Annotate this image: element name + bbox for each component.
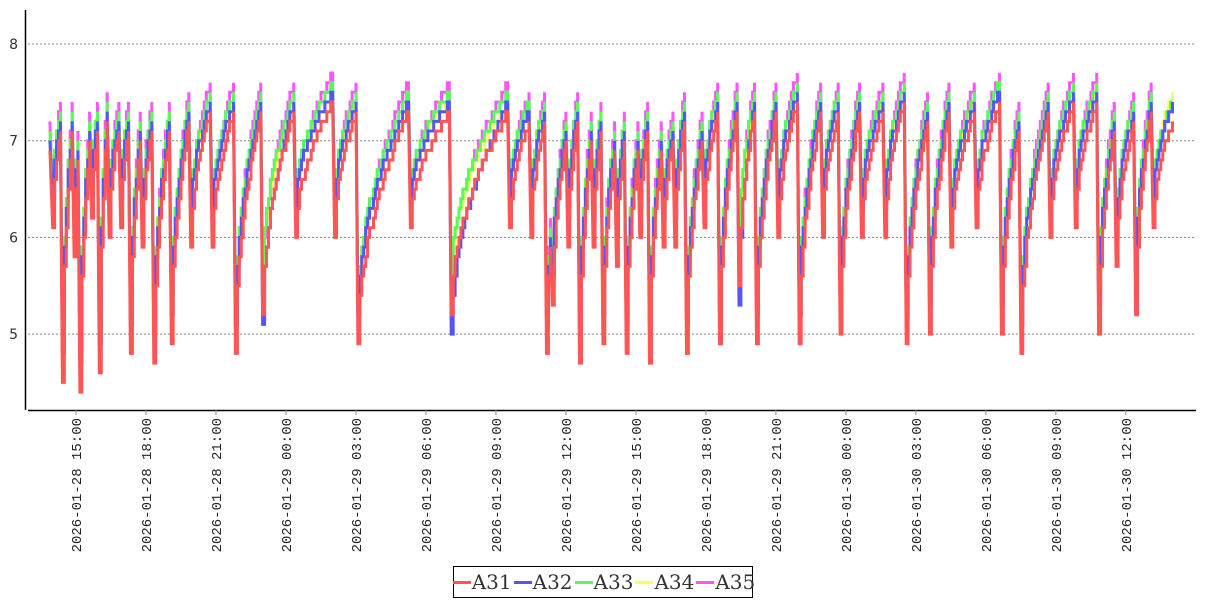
- legend-swatch: [574, 580, 593, 584]
- x-tick-label: 2026-01-30 06:00: [980, 418, 996, 552]
- x-tick-label: 2026-01-30 03:00: [910, 418, 926, 552]
- x-tick-label: 2026-01-28 15:00: [70, 418, 86, 552]
- legend-label: A35: [715, 570, 756, 594]
- legend-item-a33: A33: [573, 570, 634, 594]
- x-tick-label: 2026-01-28 18:00: [140, 418, 156, 552]
- legend-label: A33: [593, 570, 634, 594]
- x-tick-label: 2026-01-29 18:00: [700, 418, 716, 552]
- legend-swatch: [635, 580, 654, 584]
- x-tick-label: 2026-01-30 00:00: [840, 418, 856, 552]
- y-tick-label: 8: [9, 37, 18, 53]
- x-tick-label: 2026-01-29 06:00: [420, 418, 436, 552]
- legend-swatch: [513, 580, 532, 584]
- y-axis-tick-labels: 5 6 7 8: [9, 37, 18, 343]
- x-tick-label: 2026-01-29 09:00: [490, 418, 506, 552]
- y-tick-label: 7: [9, 134, 18, 150]
- legend-label: A31: [471, 570, 512, 594]
- legend-item-a32: A32: [512, 570, 573, 594]
- series-lines: [48, 71, 1174, 394]
- legend-label: A32: [532, 570, 573, 594]
- legend: A31 A32 A33 A34 A35: [451, 566, 755, 598]
- x-tick-label: 2026-01-28 21:00: [210, 418, 226, 552]
- y-tick-label: 6: [9, 230, 18, 246]
- x-axis-ticks: 2026-01-28 15:00 2026-01-28 18:00 2026-01-…: [70, 410, 1136, 552]
- x-tick-label: 2026-01-29 15:00: [630, 418, 646, 552]
- legend-label: A34: [654, 570, 695, 594]
- x-tick-label: 2026-01-30 12:00: [1120, 418, 1136, 552]
- legend-item-a35: A35: [694, 570, 755, 594]
- x-tick-label: 2026-01-29 00:00: [280, 418, 296, 552]
- series-line-a31: [48, 100, 1174, 394]
- x-tick-label: 2026-01-29 03:00: [350, 418, 366, 552]
- legend-item-a34: A34: [633, 570, 694, 594]
- legend-item-a31: A31: [451, 570, 512, 594]
- legend-swatch: [696, 580, 715, 584]
- y-tick-label: 5: [9, 327, 18, 343]
- x-tick-label: 2026-01-29 12:00: [560, 418, 576, 552]
- x-tick-label: 2026-01-29 21:00: [770, 418, 786, 552]
- legend-swatch: [452, 580, 471, 584]
- x-tick-label: 2026-01-30 09:00: [1050, 418, 1066, 552]
